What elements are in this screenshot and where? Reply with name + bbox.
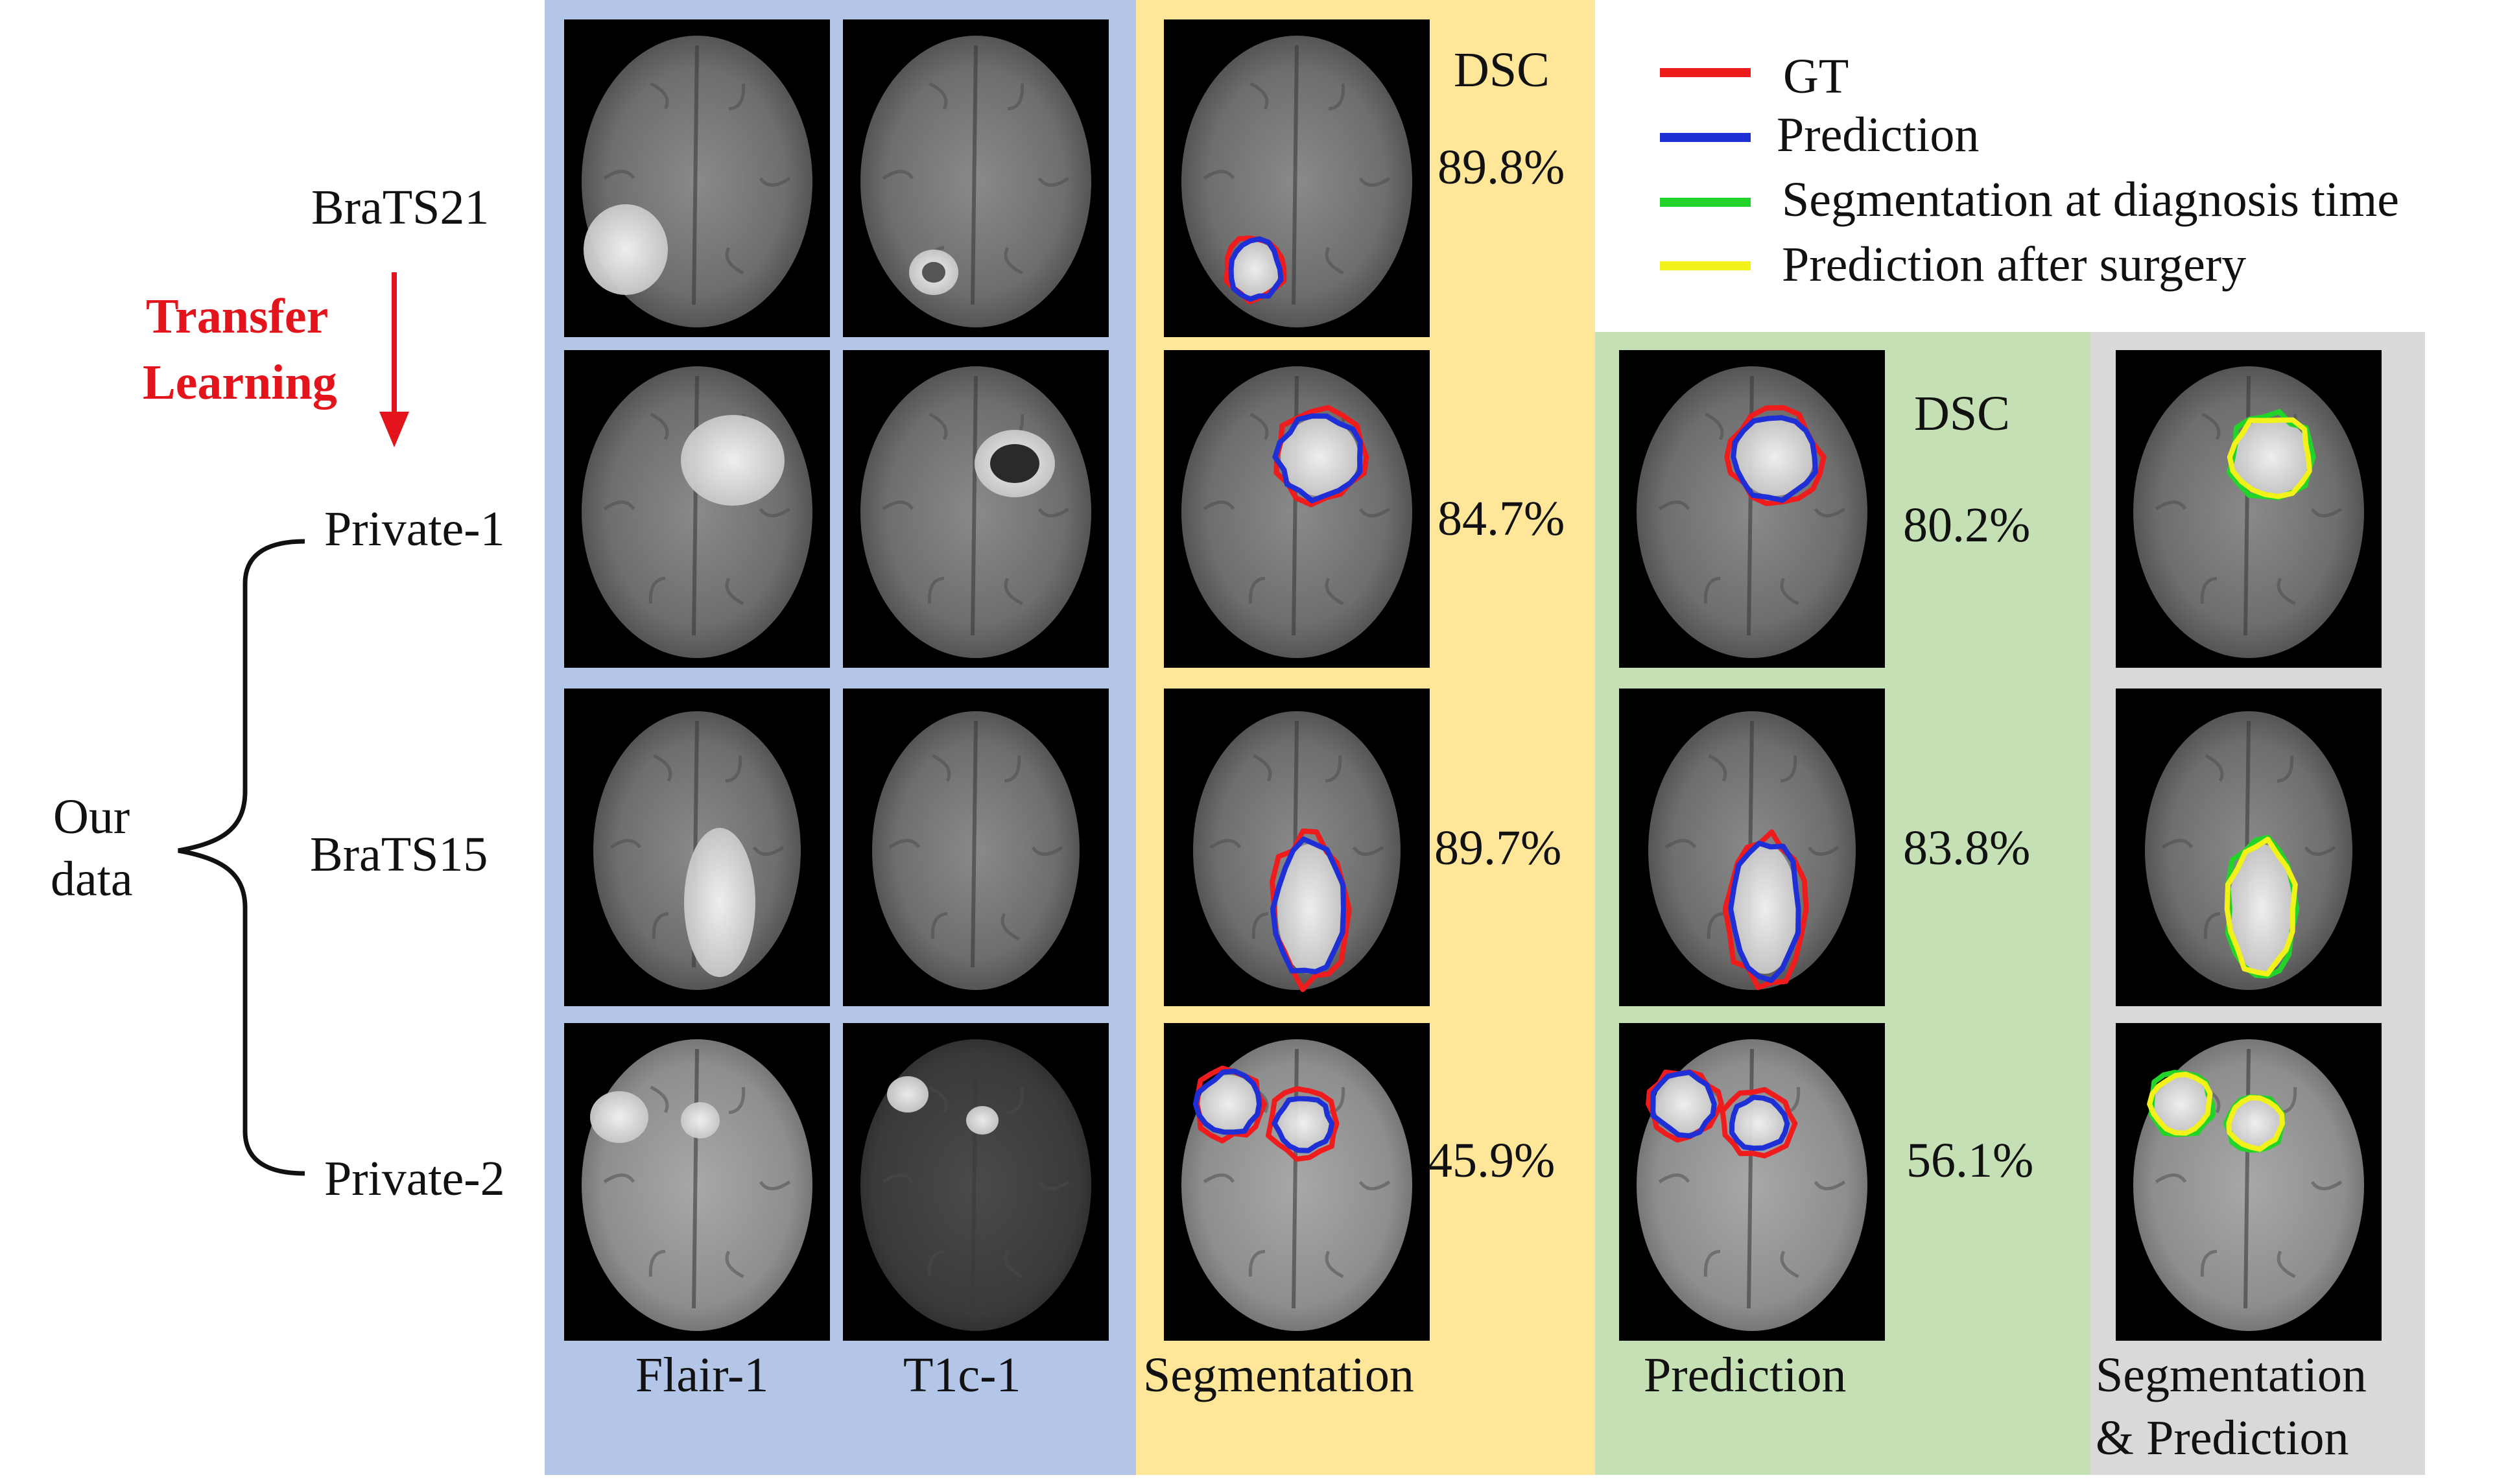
segmentation-image <box>1164 350 1430 668</box>
column-label-seg-pred-line1: Segmentation <box>2096 1348 2367 1402</box>
transfer-label: Transfer <box>146 289 329 344</box>
our-data-line1: Our <box>53 790 130 844</box>
column-label-seg-pred-line2: & Prediction <box>2096 1411 2349 1465</box>
transfer-arrow-icon <box>379 272 409 447</box>
mri-flair-image <box>564 1023 830 1341</box>
seg-dsc-value: 89.7% <box>1434 821 1562 875</box>
row-label-brats21: BraTS21 <box>311 180 490 235</box>
seg-and-pred-image <box>2116 689 2382 1006</box>
seg-and-pred-image <box>2116 1023 2382 1341</box>
legend-label-prediction: Prediction <box>1777 108 1980 162</box>
mri-t1c-image <box>843 1023 1109 1341</box>
seg-dsc-header: DSC <box>1454 43 1550 97</box>
pred-dsc-value: 56.1% <box>1906 1133 2034 1188</box>
legend-label-pred-after-surgery: Prediction after surgery <box>1782 237 2247 292</box>
seg-dsc-value: 89.8% <box>1438 140 1565 194</box>
seg-dsc-value: 45.9% <box>1428 1133 1556 1188</box>
pred-dsc-value: 80.2% <box>1903 498 2031 552</box>
grouping-brace-icon <box>178 539 305 1176</box>
column-label-t1c: T1c-1 <box>903 1348 1021 1402</box>
legend-label-gt: GT <box>1783 49 1849 104</box>
column-label-flair: Flair-1 <box>635 1348 769 1402</box>
pred-dsc-header: DSC <box>1914 386 2010 441</box>
our-data-line2: data <box>51 852 133 906</box>
mri-flair-image <box>564 689 830 1006</box>
segmentation-image <box>1164 19 1430 337</box>
prediction-image <box>1619 1023 1885 1341</box>
row-label-private-2: Private-2 <box>324 1151 505 1206</box>
segmentation-image <box>1164 689 1430 1006</box>
mri-flair-image <box>564 350 830 668</box>
column-label-segmentation: Segmentation <box>1143 1348 1414 1402</box>
mri-flair-image <box>564 19 830 337</box>
seg-dsc-value: 84.7% <box>1438 491 1565 546</box>
prediction-image <box>1619 689 1885 1006</box>
segmentation-image <box>1164 1023 1430 1341</box>
row-label-private-1: Private-1 <box>324 502 505 556</box>
mri-t1c-image <box>843 350 1109 668</box>
column-label-prediction: Prediction <box>1644 1348 1847 1402</box>
seg-and-pred-image <box>2116 350 2382 668</box>
learning-label: Learning <box>143 355 337 410</box>
pred-dsc-value: 83.8% <box>1903 821 2031 875</box>
legend-label-seg-diagnosis: Segmentation at diagnosis time <box>1782 172 2399 227</box>
mri-t1c-image <box>843 689 1109 1006</box>
prediction-image <box>1619 350 1885 668</box>
row-label-brats15: BraTS15 <box>310 827 488 882</box>
mri-t1c-image <box>843 19 1109 337</box>
